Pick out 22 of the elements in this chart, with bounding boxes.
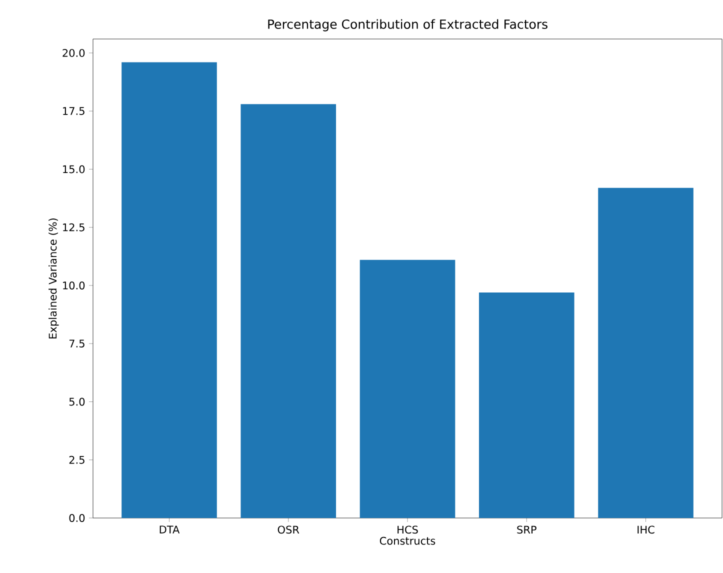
- bar: [240, 104, 336, 518]
- x-tick-label: DTA: [160, 526, 180, 534]
- y-tick-label: 17.5: [63, 107, 84, 115]
- x-tick-label: OSR: [278, 526, 300, 534]
- x-tick-label: SRP: [517, 526, 536, 534]
- chart-title: Percentage Contribution of Extracted Factors: [268, 19, 548, 32]
- y-tick-label: 20.0: [62, 48, 85, 57]
- bar: [360, 260, 456, 518]
- y-tick-label: 10.0: [63, 282, 85, 290]
- y-tick-label: 2.5: [69, 456, 84, 464]
- bar: [598, 188, 694, 518]
- y-tick-label: 15.0: [63, 165, 85, 174]
- x-tick-label: IHC: [638, 526, 654, 534]
- x-axis-title: Constructs: [380, 536, 436, 545]
- bar: [478, 292, 574, 518]
- y-tick-label: 5.0: [69, 398, 85, 406]
- bar: [122, 62, 217, 518]
- x-tick-label: HCS: [398, 526, 418, 534]
- y-tick-label: 7.5: [69, 340, 84, 348]
- y-axis-title: Explained Variance (%): [48, 218, 59, 338]
- y-tick-label: 12.5: [63, 223, 84, 232]
- y-tick-label: 0.0: [69, 514, 85, 522]
